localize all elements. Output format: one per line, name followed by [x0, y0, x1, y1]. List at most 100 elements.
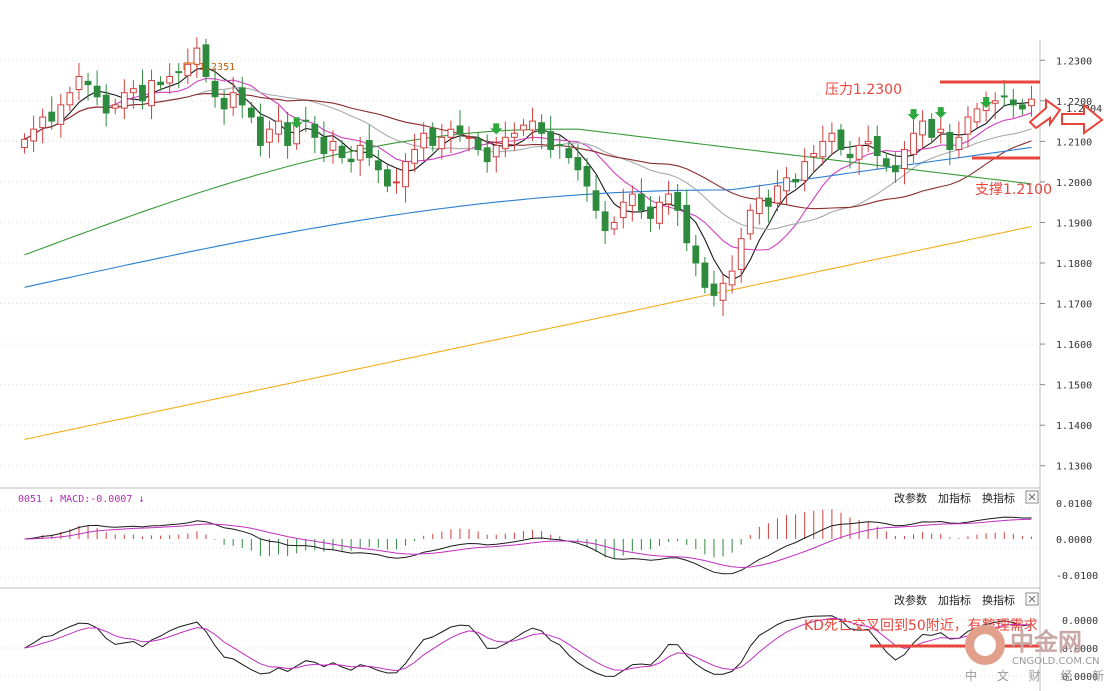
macd-menu-item[interactable]: 改参数 — [894, 491, 927, 505]
candle-body — [565, 148, 573, 159]
candle-body — [501, 136, 509, 150]
candle-body — [901, 148, 908, 170]
macd-dif-line — [24, 516, 1032, 575]
candle-body — [438, 136, 446, 150]
macd-histogram — [33, 509, 1032, 559]
candle-body — [665, 193, 673, 205]
candle-body — [1000, 95, 1008, 98]
kd-k-line — [24, 615, 1032, 677]
candle-body — [84, 80, 92, 86]
candle-body — [129, 88, 137, 94]
candle-body — [193, 47, 201, 65]
kd-menu-item[interactable]: 换指标 — [982, 593, 1015, 607]
candle-body — [111, 104, 119, 109]
macd-dea-line — [24, 518, 1032, 569]
high-marker-label: 1.2351 — [199, 62, 235, 73]
candle-body — [311, 123, 319, 138]
kd-annotation: KD死亡交叉回到50附近，有整理需求 — [804, 617, 1038, 634]
candle-body — [21, 138, 28, 148]
candle-body — [910, 132, 917, 155]
candle-body — [510, 132, 518, 138]
candle-body — [356, 144, 364, 161]
candle-body — [574, 157, 582, 171]
resistance-label: 压力1.2300 — [825, 82, 902, 98]
candle-body — [139, 84, 146, 102]
candle-body — [338, 145, 346, 159]
candle-body — [692, 245, 700, 264]
support-label: 支撑1.2100 — [975, 182, 1052, 198]
candle-body — [610, 221, 618, 230]
candle-body — [628, 193, 636, 206]
candle-body — [66, 92, 74, 106]
candle-body — [637, 193, 645, 211]
macd-tick-label: 0.0000 — [1056, 535, 1092, 546]
candle-body — [302, 119, 310, 122]
candle-body — [157, 81, 165, 86]
axis-tick-label: 1.1900 — [1056, 218, 1092, 229]
candle-body — [864, 140, 872, 145]
kd-menu-item[interactable]: 改参数 — [894, 593, 927, 607]
candle-body — [1018, 104, 1026, 110]
candle-body — [284, 122, 292, 146]
candlestick-series — [21, 37, 1035, 317]
macd-menu-item[interactable]: 换指标 — [982, 491, 1015, 505]
candle-body — [647, 206, 654, 219]
candle-body — [737, 238, 745, 270]
macd-tick-label: -0.0100 — [1056, 571, 1098, 582]
candle-body — [57, 104, 65, 125]
ma30-line — [24, 93, 1032, 210]
watermark-tagline: 中 文 财 经 新 媒 体 — [965, 668, 1118, 683]
signal-down-arrow-icon — [290, 117, 303, 129]
candle-body — [538, 122, 546, 134]
candle-body — [801, 161, 809, 181]
candle-body — [746, 209, 754, 235]
candle-body — [420, 132, 428, 149]
kd-tick-label: 0.0000 — [1062, 644, 1098, 655]
candle-body — [48, 111, 56, 122]
candle-body — [39, 116, 47, 129]
candle-body — [837, 129, 845, 150]
ma10-line — [24, 77, 1032, 251]
brand-logo-inner-icon — [974, 634, 996, 656]
candle-body — [755, 197, 763, 215]
candle-body — [556, 144, 564, 147]
close-icon — [1028, 595, 1036, 603]
ma5-line — [24, 67, 1032, 281]
macd-menu-item[interactable]: 加指标 — [938, 491, 971, 505]
axis-tick-label: 1.1600 — [1056, 340, 1092, 351]
candle-body — [93, 85, 101, 98]
ma60-line — [24, 128, 1032, 256]
candle-body — [882, 158, 890, 167]
candle-body — [973, 108, 981, 123]
candle-body — [275, 120, 282, 135]
candle-body — [792, 178, 800, 183]
candle-body — [247, 107, 255, 118]
candle-body — [102, 94, 110, 114]
candle-body — [220, 97, 228, 110]
candle-body — [402, 161, 409, 188]
candle-body — [701, 262, 709, 288]
kd-menu-item[interactable]: 加指标 — [938, 593, 971, 607]
axis-tick-label: 1.2300 — [1056, 56, 1092, 67]
kd-menu: 改参数 加指标 换指标 — [894, 593, 1015, 607]
kd-d-line — [24, 617, 1032, 672]
candle-body — [266, 128, 273, 143]
candle-body — [919, 120, 927, 136]
candle-body — [819, 140, 827, 158]
candle-body — [955, 136, 963, 150]
candle-body — [719, 282, 727, 301]
candle-body — [529, 120, 536, 131]
axis-tick-label: 1.2100 — [1056, 137, 1092, 148]
candle-body — [75, 75, 83, 90]
watermark-domain: CNGOLD.COM.CN — [1012, 656, 1100, 667]
candle-body — [764, 197, 772, 207]
candle-body — [374, 160, 382, 171]
axis-tick-label: 1.2000 — [1056, 178, 1092, 189]
candle-body — [873, 135, 881, 157]
candle-body — [1028, 98, 1035, 107]
candle-body — [411, 148, 419, 164]
watermark: 中金网 CNGOLD.COM.CN 中 文 财 经 新 媒 体 — [965, 625, 1118, 683]
signal-down-arrow-icon — [907, 109, 920, 121]
candle-body — [256, 116, 264, 146]
candle-body — [601, 211, 609, 232]
